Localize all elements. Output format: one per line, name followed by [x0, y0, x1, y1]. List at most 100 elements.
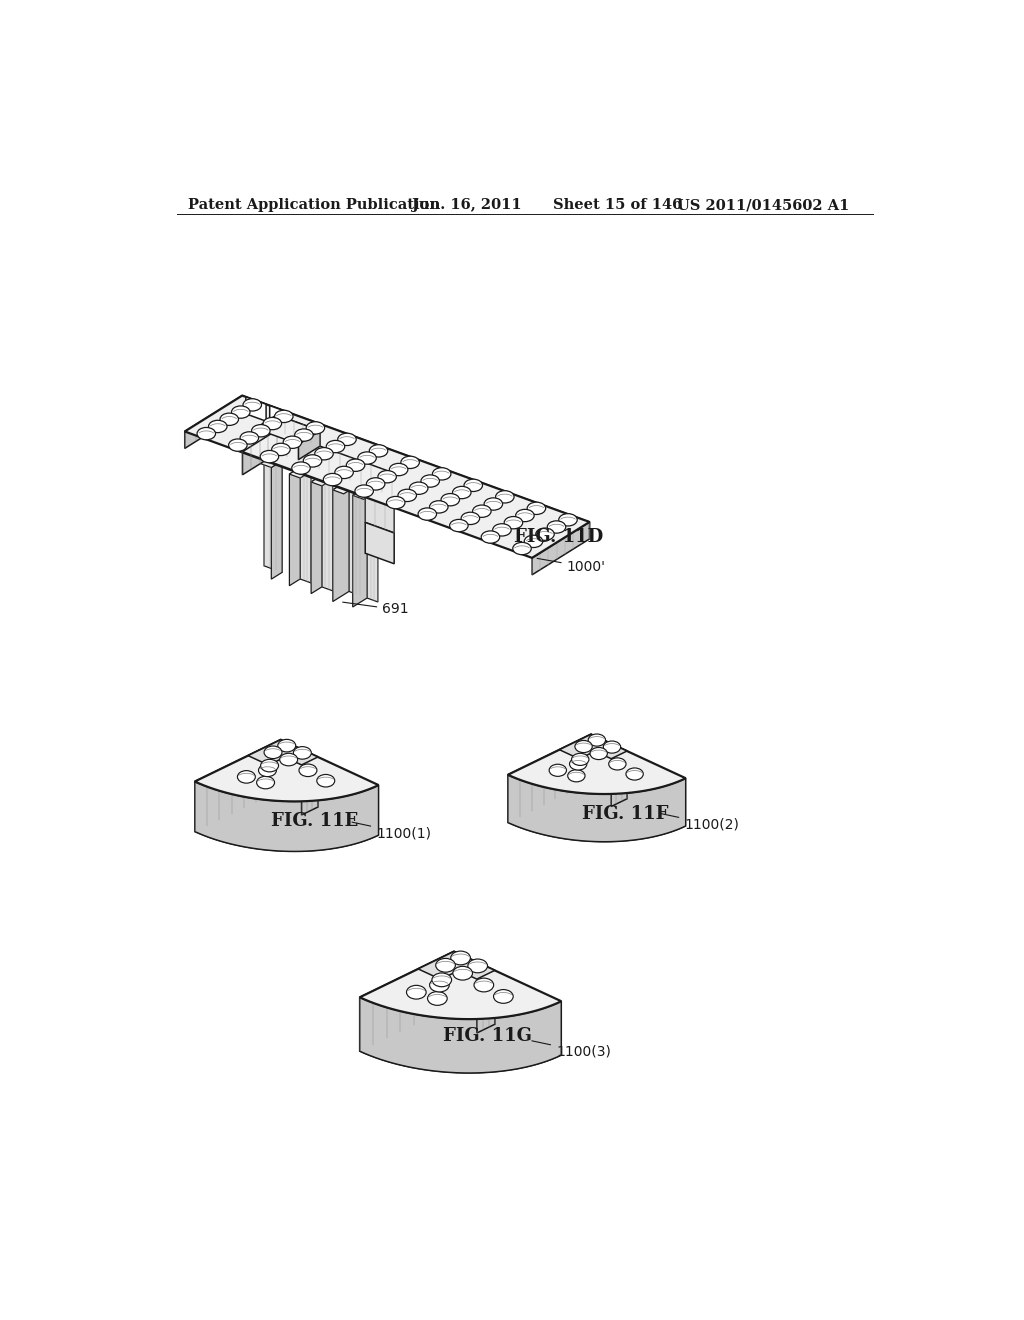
Ellipse shape — [197, 428, 215, 440]
Polygon shape — [349, 479, 359, 595]
Polygon shape — [248, 739, 317, 766]
Ellipse shape — [258, 764, 276, 776]
Ellipse shape — [386, 496, 404, 508]
Ellipse shape — [261, 759, 279, 772]
Polygon shape — [195, 739, 379, 801]
Ellipse shape — [252, 425, 270, 437]
Polygon shape — [271, 461, 282, 579]
Ellipse shape — [228, 440, 247, 451]
Ellipse shape — [238, 771, 255, 783]
Polygon shape — [366, 523, 394, 564]
Ellipse shape — [484, 498, 503, 510]
Polygon shape — [359, 1006, 561, 1073]
Polygon shape — [508, 734, 686, 795]
Ellipse shape — [430, 978, 450, 991]
Polygon shape — [264, 454, 282, 573]
Ellipse shape — [335, 466, 353, 479]
Polygon shape — [333, 479, 349, 602]
Ellipse shape — [316, 775, 335, 787]
Ellipse shape — [389, 463, 408, 475]
Polygon shape — [611, 751, 627, 807]
Ellipse shape — [626, 768, 643, 780]
Ellipse shape — [496, 491, 514, 503]
Ellipse shape — [263, 417, 282, 430]
Ellipse shape — [432, 973, 452, 987]
Ellipse shape — [536, 528, 554, 540]
Text: US 2011/0145602 A1: US 2011/0145602 A1 — [677, 198, 850, 213]
Ellipse shape — [588, 734, 605, 746]
Ellipse shape — [357, 451, 376, 465]
Ellipse shape — [243, 399, 261, 411]
Text: 1100(1): 1100(1) — [352, 822, 431, 840]
Ellipse shape — [493, 524, 511, 536]
Text: 691: 691 — [343, 602, 409, 616]
Ellipse shape — [421, 475, 439, 487]
Polygon shape — [508, 734, 591, 822]
Polygon shape — [243, 430, 276, 475]
Polygon shape — [302, 756, 317, 814]
Ellipse shape — [549, 764, 566, 776]
Polygon shape — [195, 789, 379, 851]
Polygon shape — [359, 952, 561, 1019]
Ellipse shape — [257, 776, 274, 789]
Polygon shape — [246, 397, 266, 421]
Polygon shape — [333, 479, 359, 494]
Polygon shape — [276, 414, 321, 446]
Polygon shape — [253, 454, 282, 467]
Polygon shape — [281, 739, 317, 807]
Text: Sheet 15 of 146: Sheet 15 of 146 — [553, 198, 682, 213]
Polygon shape — [276, 430, 392, 495]
Polygon shape — [367, 486, 378, 602]
Ellipse shape — [278, 739, 296, 752]
Text: 1000': 1000' — [538, 558, 606, 574]
Polygon shape — [184, 396, 243, 449]
Polygon shape — [311, 475, 333, 486]
Polygon shape — [591, 734, 627, 799]
Ellipse shape — [569, 758, 587, 770]
Ellipse shape — [292, 462, 310, 474]
Ellipse shape — [231, 407, 250, 418]
Ellipse shape — [378, 470, 396, 483]
Ellipse shape — [271, 444, 290, 455]
Polygon shape — [359, 998, 561, 1073]
Polygon shape — [559, 734, 627, 759]
Polygon shape — [477, 970, 495, 1034]
Ellipse shape — [603, 741, 621, 754]
Ellipse shape — [355, 484, 374, 498]
Polygon shape — [184, 396, 590, 558]
Ellipse shape — [608, 758, 626, 770]
Polygon shape — [269, 405, 286, 428]
Ellipse shape — [464, 479, 482, 491]
Polygon shape — [454, 952, 495, 1024]
Ellipse shape — [407, 985, 426, 999]
Ellipse shape — [220, 413, 239, 425]
Ellipse shape — [327, 441, 345, 453]
Ellipse shape — [453, 486, 471, 499]
Text: FIG. 11G: FIG. 11G — [443, 1027, 532, 1045]
Ellipse shape — [567, 770, 585, 781]
Polygon shape — [298, 430, 321, 459]
Text: FIG. 11F: FIG. 11F — [582, 805, 668, 822]
Ellipse shape — [295, 429, 313, 441]
Ellipse shape — [367, 478, 385, 490]
Polygon shape — [195, 781, 379, 851]
Ellipse shape — [571, 754, 589, 766]
Polygon shape — [322, 475, 333, 591]
Ellipse shape — [451, 952, 470, 965]
Ellipse shape — [524, 535, 543, 548]
Ellipse shape — [280, 754, 298, 766]
Ellipse shape — [324, 474, 342, 486]
Ellipse shape — [473, 506, 492, 517]
Text: Jun. 16, 2011: Jun. 16, 2011 — [412, 198, 521, 213]
Ellipse shape — [400, 457, 420, 469]
Ellipse shape — [468, 960, 487, 973]
Text: FIG. 11E: FIG. 11E — [271, 812, 358, 830]
Ellipse shape — [306, 421, 325, 434]
Ellipse shape — [209, 420, 227, 433]
Ellipse shape — [504, 516, 522, 529]
Ellipse shape — [436, 958, 456, 972]
Polygon shape — [243, 430, 392, 494]
Ellipse shape — [513, 543, 531, 554]
Text: FIG. 11D: FIG. 11D — [514, 528, 603, 546]
Polygon shape — [508, 775, 686, 842]
